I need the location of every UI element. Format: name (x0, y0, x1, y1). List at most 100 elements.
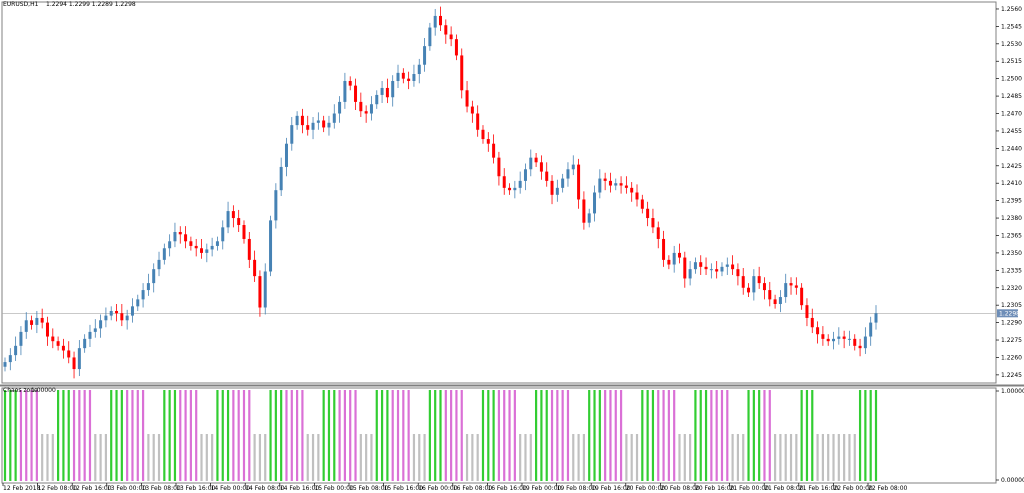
price-axis-label: 1.2380 (1001, 215, 1022, 222)
candle-body (545, 171, 549, 181)
price-axis-label: 1.2530 (1001, 41, 1022, 48)
candle-body (173, 231, 177, 242)
price-axis-label: 1.2335 (1001, 267, 1022, 274)
candle-body (667, 259, 671, 265)
time-axis-label: 21 Feb 00:00 (730, 485, 770, 492)
candle-body (396, 72, 400, 81)
candle-body (178, 231, 182, 235)
candle-body (502, 176, 506, 188)
candle-body (768, 290, 772, 300)
candle-body (593, 192, 597, 214)
candle-body (30, 320, 34, 325)
time-axis-label: 19 Feb 08:00 (557, 485, 597, 492)
candle-body (274, 190, 278, 221)
candle-body (380, 87, 384, 95)
candle-body (385, 87, 389, 98)
candle-body (832, 338, 836, 342)
candle-body (215, 241, 219, 246)
candle-body (51, 336, 55, 342)
candle-body (773, 299, 777, 305)
candle-body (683, 257, 687, 279)
candle-body (470, 106, 474, 114)
candle-body (736, 269, 740, 277)
candle-body (614, 183, 618, 186)
candle-body (656, 227, 660, 239)
candle-body (295, 115, 299, 126)
price-axis-label: 1.2395 (1001, 198, 1022, 205)
current-price-label: 1.2298 (999, 310, 1020, 317)
time-axis-label: 19 Feb 16:00 (591, 485, 631, 492)
candle-body (237, 218, 241, 226)
candle-body (460, 55, 464, 91)
candle-body (699, 262, 703, 267)
candle-body (428, 27, 432, 47)
time-axis-label: 16 Feb 08:00 (453, 485, 493, 492)
price-axis-label: 1.2545 (1001, 23, 1022, 30)
candle-body (83, 338, 87, 349)
candle-body (635, 192, 639, 200)
candle-body (608, 180, 612, 186)
candle-body (125, 315, 129, 321)
candle-body (837, 336, 841, 339)
candle-body (152, 269, 156, 284)
candle-body (688, 269, 692, 279)
time-axis-label: 13 Feb 00:00 (107, 485, 147, 492)
candle-body (486, 139, 490, 144)
candle-body (662, 238, 666, 260)
time-axis-label: 12 Feb 2018 (3, 485, 41, 492)
candle-body (412, 74, 416, 81)
candle-body (454, 39, 458, 56)
candle-body (3, 362, 7, 367)
candle-body (322, 120, 326, 128)
candle-body (375, 94, 379, 105)
price-axis-label: 1.2365 (1001, 232, 1022, 239)
candle-body (508, 187, 512, 191)
candle-body (874, 313, 878, 323)
candle-body (88, 331, 92, 339)
candle-body (439, 15, 442, 26)
candle-body (794, 285, 798, 288)
candle-body (550, 180, 554, 195)
candle-body (566, 169, 570, 179)
price-axis-label: 1.2440 (1001, 145, 1022, 152)
time-axis-label: 15 Feb 08:00 (349, 485, 389, 492)
candle-body (194, 245, 198, 249)
time-axis-label: 21 Feb 08:00 (764, 485, 804, 492)
candle-body (619, 183, 623, 186)
time-axis-label: 22 Feb 08:00 (868, 485, 908, 492)
candle-body (311, 122, 315, 130)
time-axis-label: 14 Feb 00:00 (211, 485, 251, 492)
candle-body (306, 125, 310, 130)
candle-body (157, 259, 161, 270)
time-axis-label: 13 Feb 16:00 (176, 485, 216, 492)
candle-body (762, 283, 766, 291)
candle-body (821, 334, 825, 339)
time-axis-label: 16 Feb 16:00 (487, 485, 527, 492)
candle-body (715, 269, 719, 272)
price-axis-label: 1.2485 (1001, 93, 1022, 100)
candle-body (693, 262, 697, 270)
time-axis-label: 15 Feb 16:00 (384, 485, 424, 492)
time-axis-label: 22 Feb 00:00 (833, 485, 873, 492)
candle-body (162, 248, 166, 260)
time-axis-label: 15 Feb 00:00 (314, 485, 354, 492)
price-axis-label: 1.2500 (1001, 76, 1022, 83)
candle-body (518, 180, 522, 188)
time-axis-label: 20 Feb 00:00 (626, 485, 666, 492)
candle-body (146, 283, 150, 291)
candle-body (184, 234, 188, 242)
candle-body (555, 187, 559, 195)
candle-body (327, 122, 331, 128)
candle-body (258, 276, 262, 308)
candle-body (752, 276, 756, 293)
candle-body (677, 252, 681, 258)
candle-body (40, 317, 44, 323)
candle-body (800, 287, 804, 306)
time-axis-label: 19 Feb 00:00 (522, 485, 562, 492)
candle-body (417, 64, 421, 75)
indicator-name: Chaos zone (3, 387, 38, 394)
time-axis-label: 21 Feb 16:00 (799, 485, 839, 492)
price-axis-label: 1.2245 (1001, 372, 1022, 379)
